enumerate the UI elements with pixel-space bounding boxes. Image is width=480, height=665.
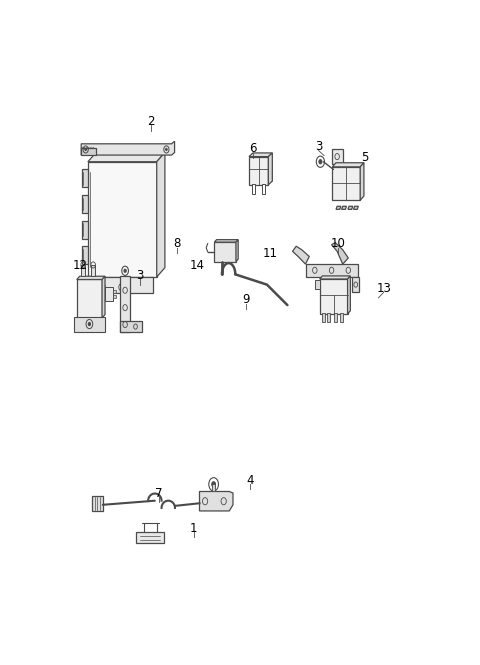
Bar xyxy=(327,313,330,322)
Polygon shape xyxy=(120,321,142,332)
Polygon shape xyxy=(200,491,233,511)
Polygon shape xyxy=(342,206,347,209)
Bar xyxy=(74,317,105,332)
Text: 14: 14 xyxy=(190,259,205,272)
Polygon shape xyxy=(215,242,236,261)
Text: 3: 3 xyxy=(315,140,322,153)
Text: 1: 1 xyxy=(190,522,198,535)
Circle shape xyxy=(124,269,126,273)
Polygon shape xyxy=(215,239,238,242)
Bar xyxy=(315,280,321,289)
Text: 13: 13 xyxy=(376,282,391,295)
Circle shape xyxy=(88,323,91,326)
Bar xyxy=(113,290,116,293)
Polygon shape xyxy=(249,156,268,185)
Polygon shape xyxy=(332,149,343,164)
Text: 2: 2 xyxy=(147,115,155,128)
Polygon shape xyxy=(268,153,272,185)
Polygon shape xyxy=(348,276,350,314)
Bar xyxy=(262,184,265,194)
Polygon shape xyxy=(81,141,175,155)
Polygon shape xyxy=(88,152,165,162)
Polygon shape xyxy=(236,239,238,261)
Circle shape xyxy=(319,160,322,164)
Circle shape xyxy=(212,481,216,487)
Text: 3: 3 xyxy=(136,269,144,282)
Polygon shape xyxy=(83,246,88,264)
Bar xyxy=(252,184,255,194)
Text: 12: 12 xyxy=(73,259,88,272)
Text: 9: 9 xyxy=(242,293,250,307)
Polygon shape xyxy=(332,167,360,200)
Polygon shape xyxy=(332,243,348,264)
Polygon shape xyxy=(77,276,105,279)
Text: 6: 6 xyxy=(249,142,256,156)
Polygon shape xyxy=(353,206,359,209)
Polygon shape xyxy=(81,148,96,155)
Bar xyxy=(334,313,337,322)
Polygon shape xyxy=(136,532,164,543)
Polygon shape xyxy=(292,246,309,264)
Polygon shape xyxy=(83,170,88,188)
Polygon shape xyxy=(88,162,156,277)
Polygon shape xyxy=(83,195,88,213)
Bar xyxy=(340,313,343,322)
Polygon shape xyxy=(352,277,360,293)
Polygon shape xyxy=(332,163,364,167)
Text: 5: 5 xyxy=(361,151,369,164)
Circle shape xyxy=(85,148,86,150)
Text: 4: 4 xyxy=(246,473,253,487)
Circle shape xyxy=(166,148,167,150)
Bar xyxy=(113,295,116,298)
Polygon shape xyxy=(305,264,358,277)
Bar xyxy=(81,265,85,276)
Bar xyxy=(105,287,113,301)
Text: 10: 10 xyxy=(331,237,346,250)
Polygon shape xyxy=(92,495,103,511)
Polygon shape xyxy=(83,221,88,239)
Polygon shape xyxy=(336,206,341,209)
Text: 8: 8 xyxy=(173,237,181,250)
Polygon shape xyxy=(360,163,364,200)
Polygon shape xyxy=(77,279,102,318)
Polygon shape xyxy=(348,206,353,209)
Bar xyxy=(91,265,96,276)
Bar xyxy=(212,484,215,491)
Polygon shape xyxy=(249,153,272,156)
Text: 7: 7 xyxy=(155,487,162,500)
Polygon shape xyxy=(320,276,350,279)
Polygon shape xyxy=(120,276,130,332)
Polygon shape xyxy=(92,277,153,293)
Polygon shape xyxy=(320,279,348,314)
Polygon shape xyxy=(156,152,165,277)
Polygon shape xyxy=(102,276,105,318)
Text: 11: 11 xyxy=(263,247,277,261)
Bar xyxy=(322,313,325,322)
